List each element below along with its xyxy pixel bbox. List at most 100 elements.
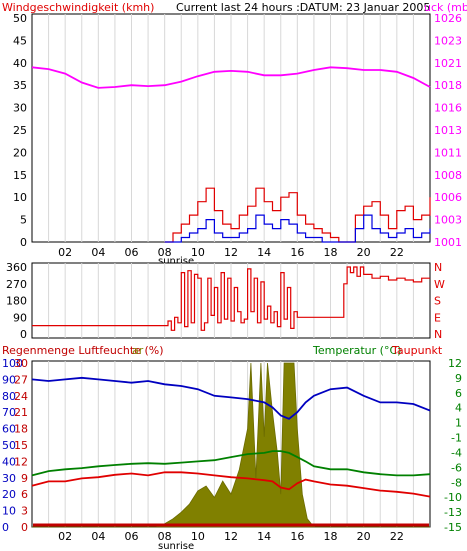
temperature-tick-label: -8 (451, 476, 462, 489)
wind-x-tick-label: 12 (224, 246, 238, 259)
wind-x-tick-label: 06 (125, 246, 139, 259)
direction-tick-label: 0 (20, 328, 27, 341)
pressure-tick-label: 1026 (434, 12, 462, 25)
humidity-x-tick-label: 20 (357, 530, 371, 543)
direction-series (32, 266, 430, 331)
pressure-tick-label: 1006 (434, 191, 462, 204)
wind-tick-label: 45 (13, 34, 27, 47)
rain-tick-label: 30 (14, 357, 28, 370)
wind-tick-label: 0 (20, 236, 27, 249)
temperature-tick-label: 4 (455, 402, 462, 415)
humidity-x-tick-label: 06 (125, 530, 139, 543)
humidity-tick-label: 70 (2, 406, 16, 419)
temperature-tick-label: 12 (448, 357, 462, 370)
wind-x-ticks: 02 04 06 08 10 12 14 16 18 20 22 (58, 246, 404, 259)
humidity-x-tick-label: 18 (324, 530, 338, 543)
pressure-axis-ticks: 1001 1003 1006 1008 1011 1013 1016 1018 1021 1023… (434, 12, 462, 249)
rain-tick-label: 21 (14, 406, 28, 419)
rain-tick-label: 24 (14, 390, 28, 403)
pressure-tick-label: 1008 (434, 169, 462, 182)
rain-tick-label: 3 (21, 505, 28, 518)
humidity-x-tick-label: 16 (290, 530, 304, 543)
temperature-tick-label: -10 (444, 491, 462, 504)
dewpoint-title: Taupunkt (391, 344, 443, 357)
humidity-tick-label: 10 (2, 505, 16, 518)
humidity-tick-label: 50 (2, 439, 16, 452)
wind-x-tick-label: 02 (58, 246, 72, 259)
wind-title: Windgeschwindigkeit (kmh) (2, 1, 154, 14)
wind-tick-label: 25 (13, 124, 27, 137)
wind-tick-label: 5 (20, 214, 27, 227)
pressure-tick-label: 1016 (434, 102, 462, 115)
wind-x-tick-label: 18 (324, 246, 338, 259)
wind-x-tick-label: 22 (390, 246, 404, 259)
wind-axis-ticks: 0 5 10 15 20 25 30 35 40 45 50 (13, 12, 27, 249)
rain-axis-ticks: 0 3 6 9 12 15 18 21 24 27 30 (14, 357, 28, 534)
direction-tick-label: 90 (13, 311, 27, 324)
pressure-tick-label: 1021 (434, 57, 462, 70)
humidity-x-tick-label: 14 (257, 530, 271, 543)
wind-x-tick-label: 08 (158, 246, 172, 259)
pressure-tick-label: 1011 (434, 146, 462, 159)
rain-tick-label: 0 (21, 521, 28, 534)
pressure-title: uck (mb) (424, 1, 467, 14)
humidity-tick-label: 20 (2, 488, 16, 501)
wind-tick-label: 10 (13, 191, 27, 204)
humidity-title: Regenmenge Luftfeuchte (%) (2, 344, 163, 357)
wind-gust-line (164, 187, 431, 243)
rain-tick-label: 27 (14, 373, 28, 386)
humidity-x-tick-label: 10 (191, 530, 205, 543)
wind-tick-label: 20 (13, 146, 27, 159)
rain-tick-label: 15 (14, 439, 28, 452)
pressure-tick-label: 1013 (434, 124, 462, 137)
temperature-axis-ticks: -15 -13 -10 -8 -6 -4-1 1 4 6 9 12 (444, 357, 462, 534)
pressure-tick-label: 1023 (434, 34, 462, 47)
wind-x-tick-label: 16 (290, 246, 304, 259)
humidity-x-tick-label: 02 (58, 530, 72, 543)
temperature-title: Temperatur (°C) (312, 344, 401, 357)
wind-x-tick-label: 10 (191, 246, 205, 259)
pressure-tick-label: 1018 (434, 79, 462, 92)
wind-tick-label: 15 (13, 169, 27, 182)
wind-x-tick-label: 14 (257, 246, 271, 259)
temperature-tick-label: -4 (451, 446, 462, 459)
solar-area (32, 362, 430, 528)
wind-pressure-panel: Windgeschwindigkeit (kmh) Current last 2… (2, 1, 467, 267)
rain-tick-label: 6 (21, 488, 28, 501)
wind-tick-label: 50 (13, 12, 27, 25)
humidity-x-tick-label: 22 (390, 530, 404, 543)
wind-average-line (164, 214, 431, 243)
temperature-line (31, 450, 431, 477)
direction-tick-label: 360 (6, 261, 27, 274)
wind-tick-label: 30 (13, 102, 27, 115)
temperature-tick-label: -15 (444, 521, 462, 534)
humidity-tick-label: 100 (2, 357, 23, 370)
compass-tick-label: E (434, 311, 441, 324)
dewpoint-line (31, 471, 431, 498)
compass-tick-label: N (434, 328, 442, 341)
compass-tick-label: W (434, 278, 445, 291)
pressure-tick-label: 1003 (434, 214, 462, 227)
wind-x-tick-label: 20 (357, 246, 371, 259)
sunrise-label-bottom: sunrise (158, 541, 194, 551)
humidity-tick-label: 80 (2, 390, 16, 403)
rain-tick-label: 12 (14, 455, 28, 468)
humidity-series (31, 362, 431, 528)
temperature-tick-label: -1 (451, 432, 462, 445)
wind-tick-label: 35 (13, 79, 27, 92)
temperature-tick-label: 9 (455, 372, 462, 385)
compass-tick-label: S (434, 295, 441, 308)
sunrise-label-top: sunrise (158, 256, 194, 267)
humidity-axis-ticks: 0 10 20 30 40 50 60 70 80 90 100 (2, 357, 23, 534)
humidity-temperature-panel: Regenmenge Luftfeuchte (%) ar Temperatur… (2, 344, 462, 551)
pressure-tick-label: 1001 (434, 236, 462, 249)
temperature-tick-label: -13 (444, 506, 462, 519)
temperature-tick-label: 1 (455, 417, 462, 430)
direction-tick-label: 270 (6, 278, 27, 291)
wind-x-tick-label: 04 (91, 246, 105, 259)
direction-line (32, 266, 430, 331)
rain-tick-label: 9 (21, 472, 28, 485)
